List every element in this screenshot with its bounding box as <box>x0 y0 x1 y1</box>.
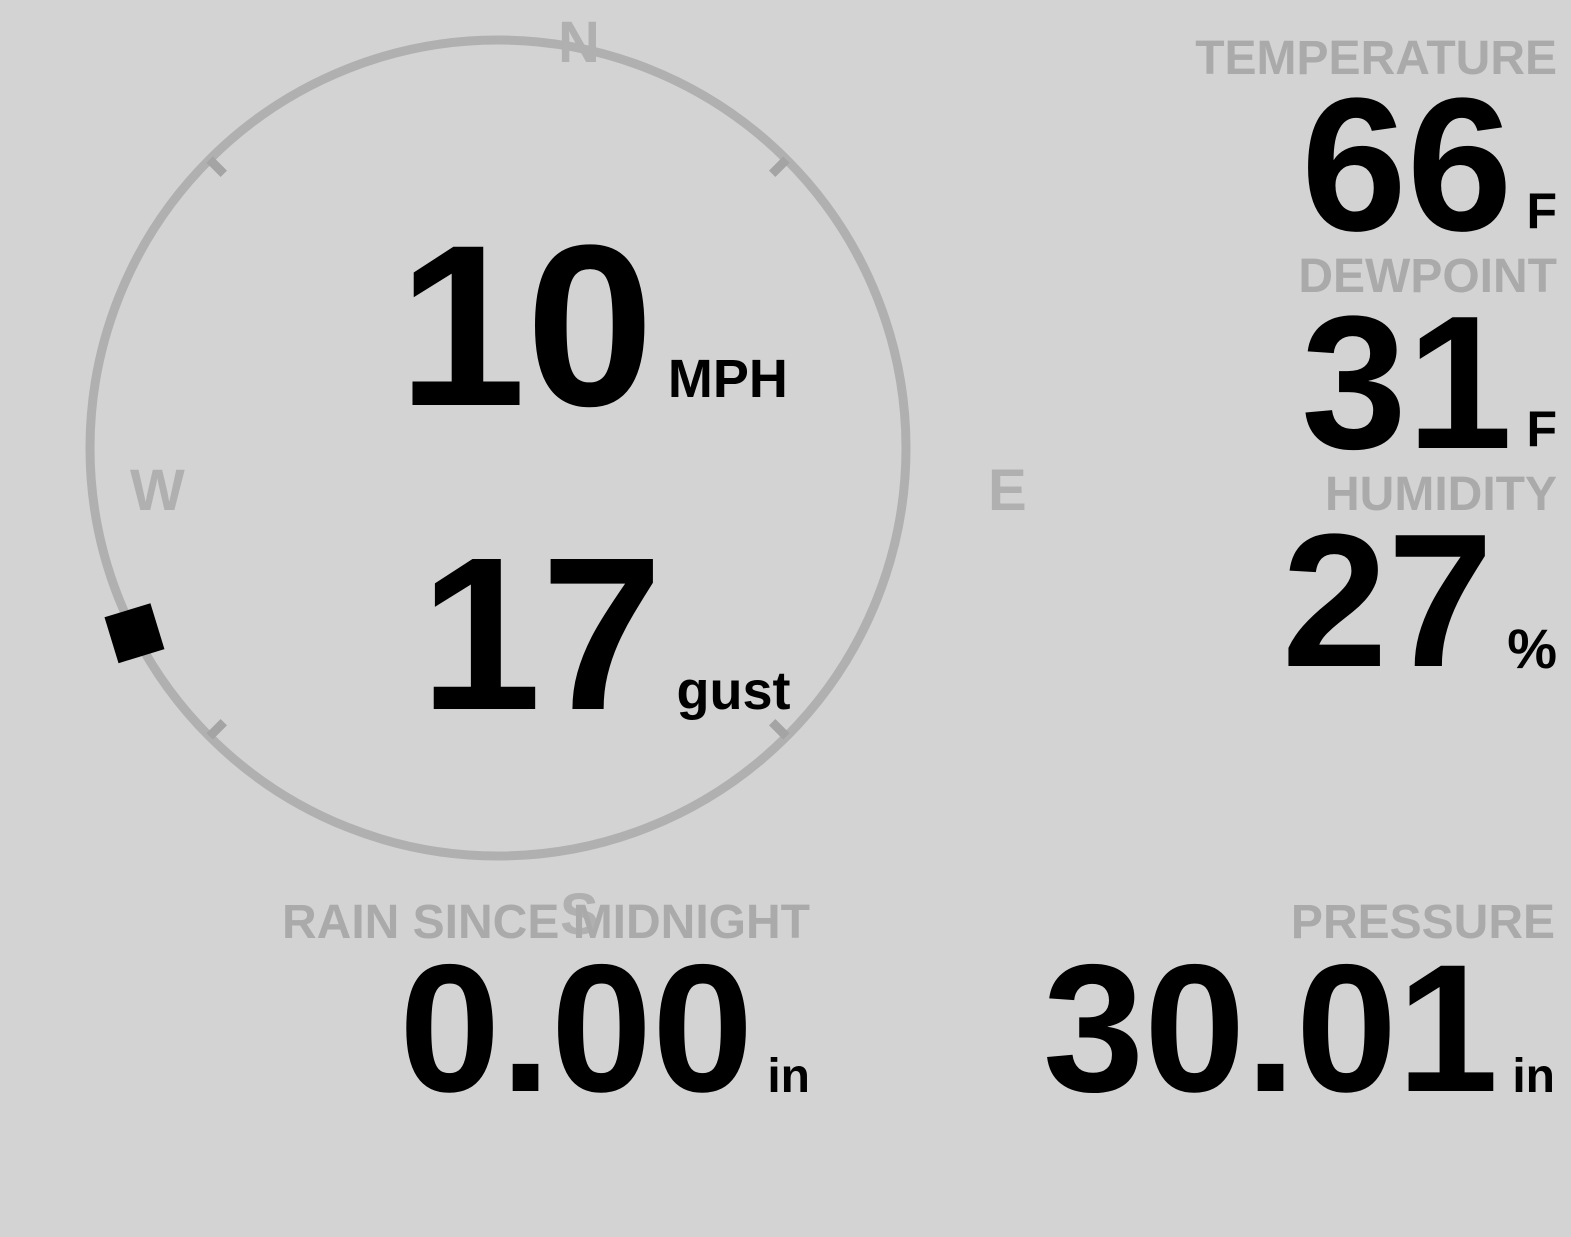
compass-label-east: E <box>988 458 1027 523</box>
bottom-row: RAIN SINCE MIDNIGHT 0.00 in PRESSURE 30.… <box>0 896 1571 1131</box>
stat-humidity: HUMIDITY 27 % <box>1037 467 1557 707</box>
compass-label-south: S <box>560 882 599 947</box>
stat-pressure-value-row: 30.01 in <box>830 926 1555 1131</box>
wind-speed-value: 10 <box>398 197 654 454</box>
stat-rain: RAIN SINCE MIDNIGHT 0.00 in <box>120 896 810 1131</box>
compass-ring <box>85 35 911 861</box>
stat-column: TEMPERATURE 66 F DEWPOINT 31 F HUMIDITY … <box>1037 32 1557 707</box>
tick-nw <box>206 156 227 177</box>
stat-humidity-value-row: 27 % <box>1037 494 1557 707</box>
stat-humidity-label: HUMIDITY <box>1325 467 1557 521</box>
stat-rain-value: 0.00 <box>399 926 754 1131</box>
stat-rain-label: RAIN SINCE MIDNIGHT <box>282 896 810 949</box>
stat-temperature: TEMPERATURE 66 F <box>1037 32 1557 272</box>
compass-dial <box>85 35 911 861</box>
wind-compass[interactable]: N E S W 10 MPH 17 gust <box>80 14 1027 944</box>
stat-temperature-value: 66 <box>1301 59 1513 272</box>
stat-pressure: PRESSURE 30.01 in <box>830 896 1555 1131</box>
wind-direction-marker <box>104 603 165 664</box>
stat-dewpoint-value-row: 31 F <box>1037 277 1557 490</box>
wind-gust-unit: gust <box>676 660 791 721</box>
stat-dewpoint-label: DEWPOINT <box>1298 249 1557 303</box>
stat-humidity-value: 27 <box>1281 494 1494 707</box>
stat-dewpoint: DEWPOINT 31 F <box>1037 249 1557 490</box>
tick-ne <box>769 156 790 177</box>
compass-label-west: W <box>130 458 185 523</box>
wind-direction-square <box>104 603 165 664</box>
wind-speed-unit: MPH <box>667 348 788 409</box>
compass-label-north: N <box>558 10 600 75</box>
stat-temperature-label: TEMPERATURE <box>1195 32 1557 85</box>
compass-ticks <box>206 156 790 740</box>
stat-pressure-unit: in <box>1512 1049 1555 1103</box>
stat-rain-unit: in <box>767 1049 810 1103</box>
wind-gust-value: 17 <box>420 513 663 756</box>
stat-temperature-unit: F <box>1526 182 1557 239</box>
tick-sw <box>206 719 227 740</box>
tick-se <box>769 719 790 740</box>
wind-speed-readout: 10 MPH <box>398 197 788 454</box>
stat-temperature-value-row: 66 F <box>1037 59 1557 272</box>
stat-rain-value-row: 0.00 in <box>120 926 810 1131</box>
stat-dewpoint-unit: F <box>1526 400 1557 457</box>
stat-pressure-label: PRESSURE <box>1290 896 1555 949</box>
stat-pressure-value: 30.01 <box>1042 926 1499 1131</box>
wind-gust-readout: 17 gust <box>420 513 791 756</box>
stat-humidity-unit: % <box>1507 617 1557 681</box>
stat-dewpoint-value: 31 <box>1301 277 1513 490</box>
